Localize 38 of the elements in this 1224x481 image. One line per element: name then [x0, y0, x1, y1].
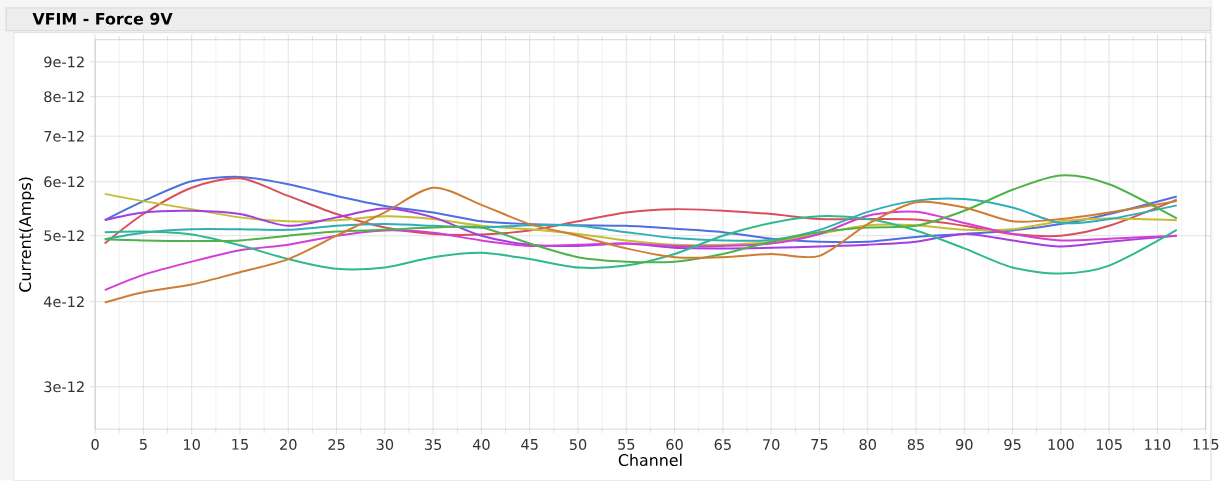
x-tick-label: 45 [521, 439, 538, 450]
y-tick-label: 3e-12 [44, 381, 84, 393]
x-tick-label: 35 [424, 439, 442, 451]
x-tick-label: 80 [859, 439, 876, 451]
x-tick-label: 25 [328, 439, 345, 451]
line-series [103, 210, 1178, 292]
y-tick-label: 6e-12 [44, 176, 84, 188]
x-tick-label: 10 [184, 439, 200, 451]
x-tick-label: 20 [280, 439, 297, 451]
x-tick-label: 60 [666, 439, 683, 451]
x-tick-label: 70 [763, 439, 780, 451]
x-tick-label: 75 [811, 439, 828, 450]
x-tick-label: 105 [1096, 439, 1122, 451]
y-tick-label: 4e-12 [43, 296, 84, 308]
line-series [103, 174, 1178, 264]
x-tick-label: 115 [1193, 439, 1219, 450]
x-tick-label: 0 [91, 439, 99, 451]
x-tick-label: 90 [955, 439, 973, 451]
x-tick-label: 85 [907, 439, 924, 451]
y-tick-label: 8e-12 [44, 91, 84, 103]
x-tick-label: 55 [618, 439, 635, 450]
x-tick-label: 95 [1004, 439, 1021, 451]
x-tick-label: 5 [139, 439, 147, 450]
x-axis-title: Channel [618, 453, 682, 467]
x-tick-label: 40 [472, 439, 490, 451]
y-tick-label: 5e-12 [44, 230, 84, 242]
x-tick-label: 65 [714, 439, 731, 451]
line-series [103, 186, 1178, 304]
y-axis-title: Current(Amps) [18, 177, 35, 292]
x-tick-label: 100 [1048, 439, 1074, 451]
x-tick-label: 15 [232, 439, 248, 450]
y-tick-label: 9e-12 [44, 56, 84, 68]
y-tick-label: 7e-12 [44, 130, 84, 142]
x-tick-label: 50 [569, 439, 587, 451]
x-tick-label: 110 [1145, 439, 1171, 451]
line-series [103, 215, 1178, 275]
x-tick-label: 30 [376, 439, 394, 451]
chart-title: VFIM - Force 9V [32, 12, 173, 25]
